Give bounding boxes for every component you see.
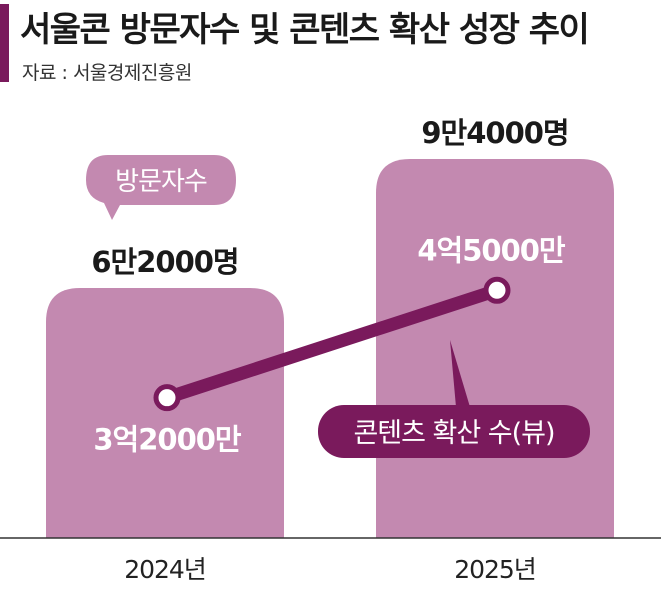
views-value-label: 4억5000만 <box>417 233 566 267</box>
views-point <box>153 384 181 412</box>
title-accent-bar <box>0 4 9 82</box>
views-point <box>483 276 511 304</box>
bar-2024년 <box>46 287 284 538</box>
bar-value-label: 6만2000명 <box>91 245 238 279</box>
x-tick-label: 2024년 <box>124 555 206 584</box>
views-value-label: 3억2000만 <box>93 423 242 457</box>
legend-label-visitors: 방문자수 <box>115 167 207 197</box>
legend-pointer-views <box>450 340 470 407</box>
legend-label-views: 콘텐츠 확산 수(뷰) <box>353 418 554 449</box>
x-tick-label: 2025년 <box>454 555 536 584</box>
bar-2025년 <box>376 158 614 538</box>
chart-source: 자료 : 서울경제진흥원 <box>22 62 192 84</box>
legend-pill-views <box>318 405 590 458</box>
legend-bubble-visitors <box>86 155 236 220</box>
bar-value-label: 9만4000명 <box>421 116 568 150</box>
chart-title: 서울콘 방문자수 및 콘텐츠 확산 성장 추이 <box>20 10 590 50</box>
views-line <box>160 283 504 405</box>
